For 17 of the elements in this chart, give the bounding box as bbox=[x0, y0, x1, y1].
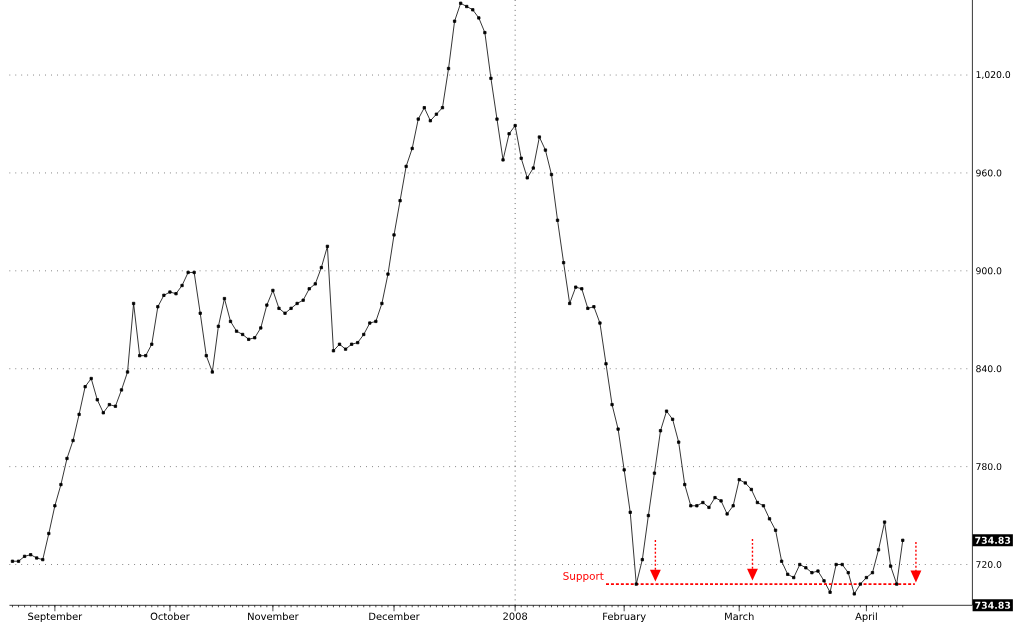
y-tick-label: 900.0 bbox=[976, 267, 1002, 275]
y-tick-label: 1,020.0 bbox=[976, 71, 1011, 79]
x-tick-label: December bbox=[369, 612, 420, 621]
x-tick-label: September bbox=[28, 612, 83, 622]
y-tick-label: 720.0 bbox=[976, 560, 1002, 568]
x-tick-label: February bbox=[603, 612, 646, 622]
x-tick-label: October bbox=[150, 612, 190, 621]
series-label: Support bbox=[563, 571, 604, 582]
x-tick-label: November bbox=[248, 612, 299, 621]
y-tick-label: 840.0 bbox=[976, 365, 1002, 373]
y-tick-label: 780.0 bbox=[976, 463, 1002, 471]
y-tick-label: 960.0 bbox=[976, 169, 1002, 177]
x-tick-label: March bbox=[725, 612, 754, 621]
text: 734.83 bbox=[975, 536, 1011, 544]
x-tick-label: April bbox=[855, 612, 877, 622]
x-tick-label: 2008 bbox=[503, 612, 528, 620]
text: 734.83 bbox=[975, 601, 1011, 609]
